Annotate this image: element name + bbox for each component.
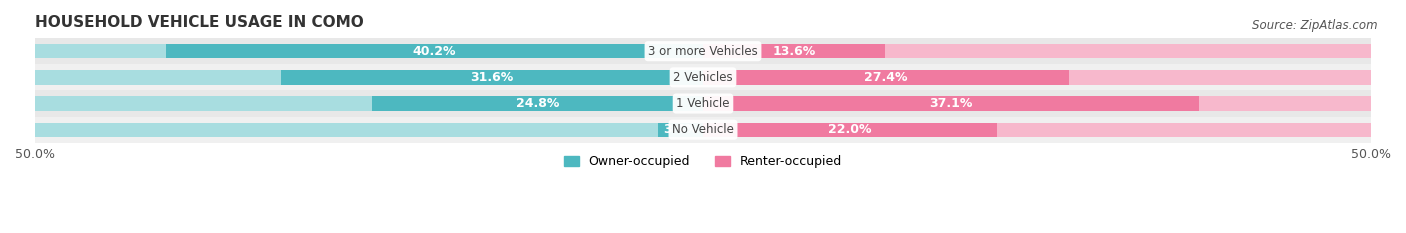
Text: 1 Vehicle: 1 Vehicle bbox=[676, 97, 730, 110]
Bar bbox=[35, 117, 1371, 143]
Bar bbox=[35, 70, 703, 85]
Bar bbox=[703, 96, 1371, 111]
Text: 24.8%: 24.8% bbox=[516, 97, 560, 110]
Text: HOUSEHOLD VEHICLE USAGE IN COMO: HOUSEHOLD VEHICLE USAGE IN COMO bbox=[35, 15, 364, 30]
Bar bbox=[35, 64, 1371, 90]
Bar bbox=[703, 44, 884, 58]
Bar bbox=[703, 123, 997, 137]
Text: 27.4%: 27.4% bbox=[865, 71, 908, 84]
Bar bbox=[35, 38, 1371, 64]
Bar bbox=[35, 44, 703, 58]
Bar bbox=[35, 96, 703, 111]
Bar bbox=[703, 44, 1371, 58]
Bar bbox=[35, 90, 1371, 117]
Bar bbox=[166, 44, 703, 58]
Text: 13.6%: 13.6% bbox=[772, 45, 815, 58]
Legend: Owner-occupied, Renter-occupied: Owner-occupied, Renter-occupied bbox=[558, 150, 848, 173]
Bar bbox=[371, 96, 703, 111]
Text: 3.4%: 3.4% bbox=[664, 123, 697, 136]
Bar bbox=[658, 123, 703, 137]
Bar bbox=[703, 70, 1371, 85]
Text: 2 Vehicles: 2 Vehicles bbox=[673, 71, 733, 84]
Bar bbox=[703, 123, 1371, 137]
Bar bbox=[281, 70, 703, 85]
Text: Source: ZipAtlas.com: Source: ZipAtlas.com bbox=[1253, 19, 1378, 32]
Text: No Vehicle: No Vehicle bbox=[672, 123, 734, 136]
Bar bbox=[703, 96, 1199, 111]
Text: 31.6%: 31.6% bbox=[470, 71, 513, 84]
Text: 40.2%: 40.2% bbox=[413, 45, 456, 58]
Text: 22.0%: 22.0% bbox=[828, 123, 872, 136]
Bar bbox=[703, 70, 1069, 85]
Text: 37.1%: 37.1% bbox=[929, 97, 973, 110]
Text: 3 or more Vehicles: 3 or more Vehicles bbox=[648, 45, 758, 58]
Bar bbox=[35, 123, 703, 137]
